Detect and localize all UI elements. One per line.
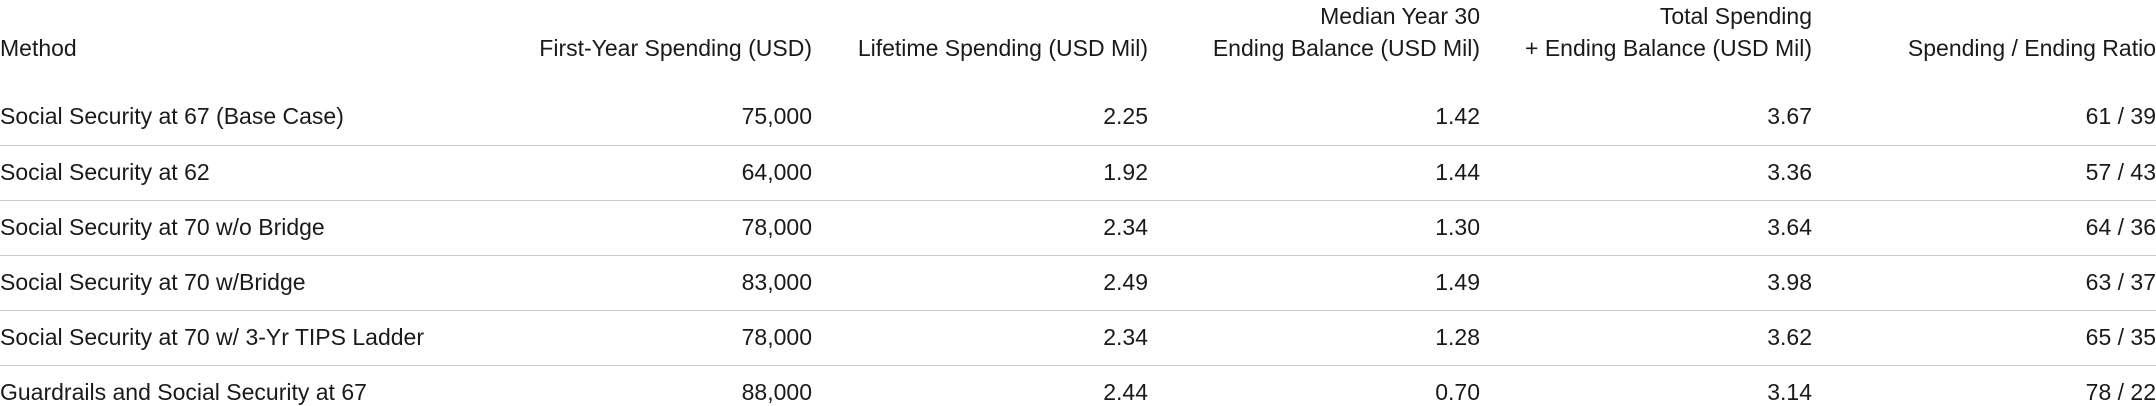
cell-first-year-spending: 64,000 [520, 144, 812, 200]
header-label: Spending / Ending Ratio [1907, 35, 2156, 61]
table-row: Social Security at 67 (Base Case) 75,000… [0, 90, 2156, 145]
header-label-line1: Total Spending [1659, 3, 1812, 29]
cell-spending-ending-ratio: 64 / 36 [1812, 199, 2156, 255]
cell-method: Social Security at 67 (Base Case) [0, 103, 344, 130]
cell-first-year-spending: 78,000 [520, 199, 812, 255]
cell-total-spending-plus-ending-balance: 3.14 [1480, 364, 1812, 406]
cell-method: Social Security at 70 w/o Bridge [0, 199, 520, 255]
cell-lifetime-spending: 1.92 [812, 144, 1148, 200]
header-label-line1: Median Year 30 [1320, 3, 1480, 29]
cell-total-spending-plus-ending-balance: 3.67 [1767, 103, 1812, 130]
header-label-line2: Ending Balance (USD Mil) [1212, 35, 1480, 61]
cell-median-year30-ending-balance: 1.28 [1148, 309, 1480, 365]
cell-spending-ending-ratio: 78 / 22 [1812, 364, 2156, 406]
cell-median-year30-ending-balance: 1.44 [1148, 144, 1480, 200]
header-label: Lifetime Spending (USD Mil) [857, 35, 1148, 61]
column-header-spending-ending-ratio: Spending / Ending Ratio [1812, 0, 2156, 90]
cell-lifetime-spending: 2.49 [812, 254, 1148, 310]
header-row: Method First-Year Spending (USD) Lifetim… [0, 0, 2156, 90]
table-row: Social Security at 62 64,000 1.92 1.44 3… [0, 144, 2156, 200]
cell-total-spending-plus-ending-balance: 3.98 [1480, 254, 1812, 310]
cell-total-spending-plus-ending-balance: 3.36 [1480, 144, 1812, 200]
table-row: Social Security at 70 w/Bridge 83,000 2.… [0, 254, 2156, 310]
cell-spending-ending-ratio: 57 / 43 [1812, 144, 2156, 200]
table-row: Guardrails and Social Security at 67 88,… [0, 364, 2156, 406]
table-row: Social Security at 70 w/o Bridge 78,000 … [0, 199, 2156, 255]
header-label-line2: + Ending Balance (USD Mil) [1525, 35, 1812, 61]
table-row: Social Security at 70 w/ 3-Yr TIPS Ladde… [0, 309, 2156, 365]
cell-first-year-spending: 83,000 [520, 254, 812, 310]
cell-spending-ending-ratio: 63 / 37 [1812, 254, 2156, 310]
cell-lifetime-spending: 2.34 [812, 309, 1148, 365]
cell-median-year30-ending-balance: 0.70 [1148, 364, 1480, 406]
cell-method: Social Security at 70 w/ 3-Yr TIPS Ladde… [0, 309, 520, 365]
cell-first-year-spending: 78,000 [520, 309, 812, 365]
cell-method: Social Security at 62 [0, 144, 520, 200]
cell-method: Social Security at 70 w/Bridge [0, 254, 520, 310]
header-label: Method [0, 35, 77, 61]
cell-total-spending-plus-ending-balance: 3.64 [1480, 199, 1812, 255]
cell-spending-ending-ratio: 61 / 39 [2085, 103, 2156, 130]
cell-method: Guardrails and Social Security at 67 [0, 364, 520, 406]
column-header-first-year-spending: First-Year Spending (USD) [520, 0, 812, 90]
cell-spending-ending-ratio: 65 / 35 [1812, 309, 2156, 365]
cell-first-year-spending: 75,000 [741, 103, 812, 130]
cell-median-year30-ending-balance: 1.42 [1435, 103, 1480, 130]
cell-median-year30-ending-balance: 1.30 [1148, 199, 1480, 255]
column-header-method: Method [0, 0, 520, 90]
cell-lifetime-spending: 2.44 [812, 364, 1148, 406]
cell-lifetime-spending: 2.34 [812, 199, 1148, 255]
column-header-total-spending-plus-ending-balance: Total Spending + Ending Balance (USD Mil… [1480, 0, 1812, 90]
cell-first-year-spending: 88,000 [520, 364, 812, 406]
header-label: First-Year Spending (USD) [539, 35, 812, 61]
cell-median-year30-ending-balance: 1.49 [1148, 254, 1480, 310]
column-header-lifetime-spending: Lifetime Spending (USD Mil) [812, 0, 1148, 90]
cell-lifetime-spending: 2.25 [1103, 103, 1148, 130]
table-body: Social Security at 67 (Base Case) 75,000… [0, 90, 2156, 406]
column-header-median-year30-ending-balance: Median Year 30 Ending Balance (USD Mil) [1148, 0, 1480, 90]
cell-total-spending-plus-ending-balance: 3.62 [1480, 309, 1812, 365]
table-header: Method First-Year Spending (USD) Lifetim… [0, 0, 2156, 90]
